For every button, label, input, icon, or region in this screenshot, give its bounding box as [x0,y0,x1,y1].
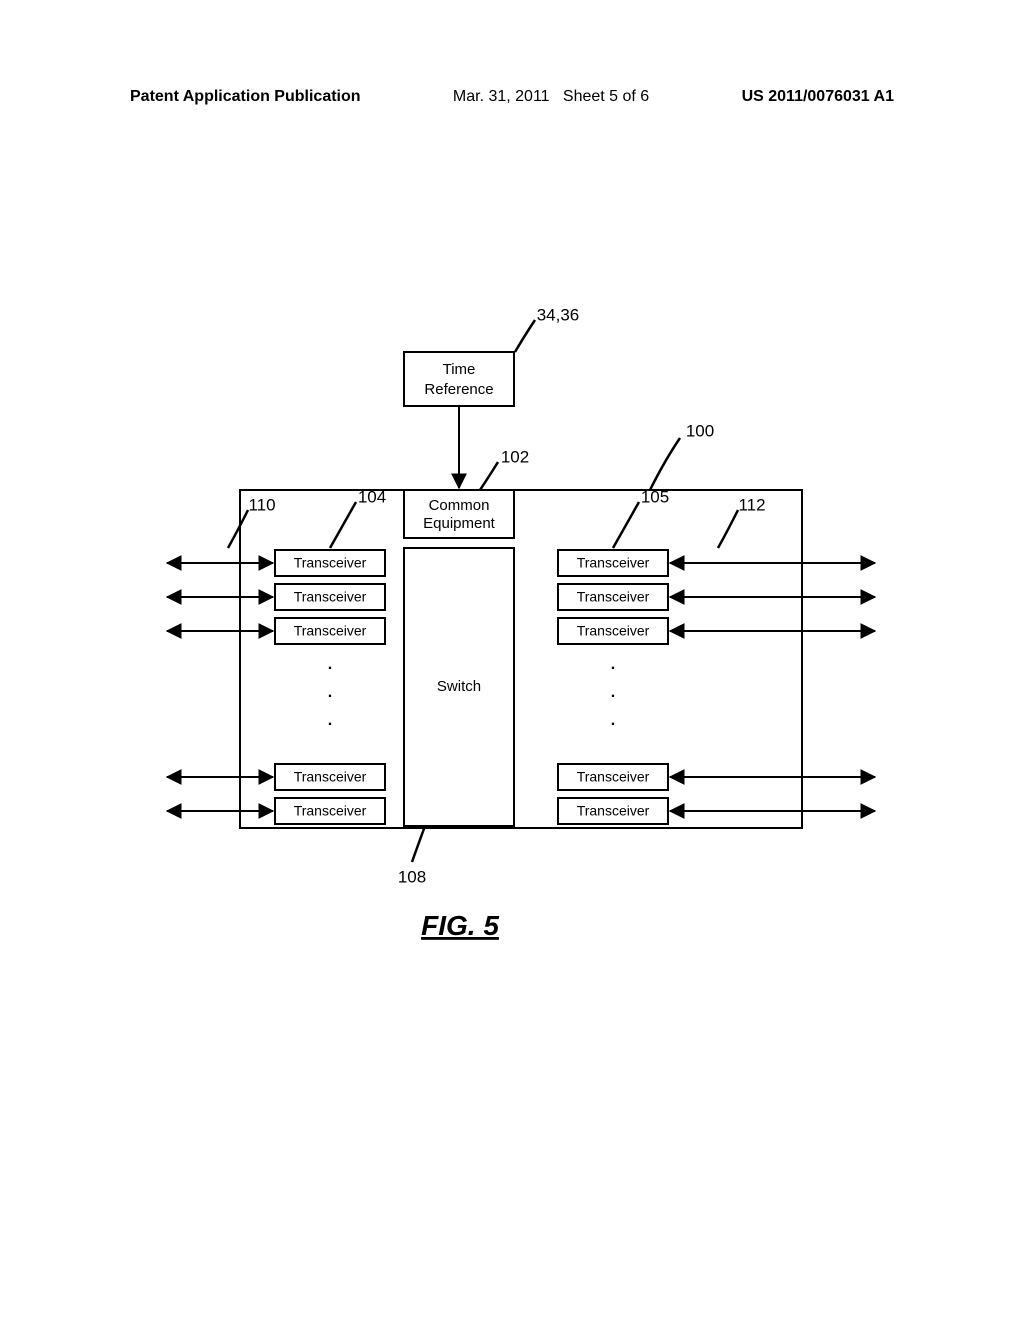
ref-3436: 34,36 [537,305,580,324]
right-tx-5-label: Transceiver [577,803,650,819]
right-dot-1: . [611,656,615,673]
ref-100: 100 [686,421,714,440]
ref-leader-100 [650,438,680,490]
common-eq-label-2: Equipment [423,515,496,532]
right-dot-2: . [611,684,615,701]
ref-105: 105 [641,487,669,506]
left-tx-4-label: Transceiver [294,769,367,785]
switch-label: Switch [437,678,481,695]
right-dot-3: . [611,712,615,729]
ref-leader-108 [412,826,425,862]
time-reference-label-2: Reference [424,381,493,398]
ref-108: 108 [398,867,426,886]
right-tx-1-label: Transceiver [577,555,650,571]
left-tx-1-label: Transceiver [294,555,367,571]
right-tx-3-label: Transceiver [577,623,650,639]
ref-leader-3436 [515,320,535,352]
left-dot-1: . [328,656,332,673]
ref-leader-102 [480,462,498,490]
time-reference-label-1: Time [443,361,476,378]
left-tx-5-label: Transceiver [294,803,367,819]
ref-110: 110 [248,495,275,514]
ref-104: 104 [358,487,386,506]
ref-102: 102 [501,447,529,466]
figure-caption: FIG. 5 [421,910,499,941]
ref-112: 112 [738,495,765,514]
right-tx-2-label: Transceiver [577,589,650,605]
left-dot-2: . [328,684,332,701]
common-eq-label-1: Common [429,497,490,514]
left-tx-3-label: Transceiver [294,623,367,639]
left-tx-2-label: Transceiver [294,589,367,605]
diagram-svg: Time Reference 34,36 100 102 Common Equi… [0,0,1024,1320]
left-dot-3: . [328,712,332,729]
right-tx-4-label: Transceiver [577,769,650,785]
